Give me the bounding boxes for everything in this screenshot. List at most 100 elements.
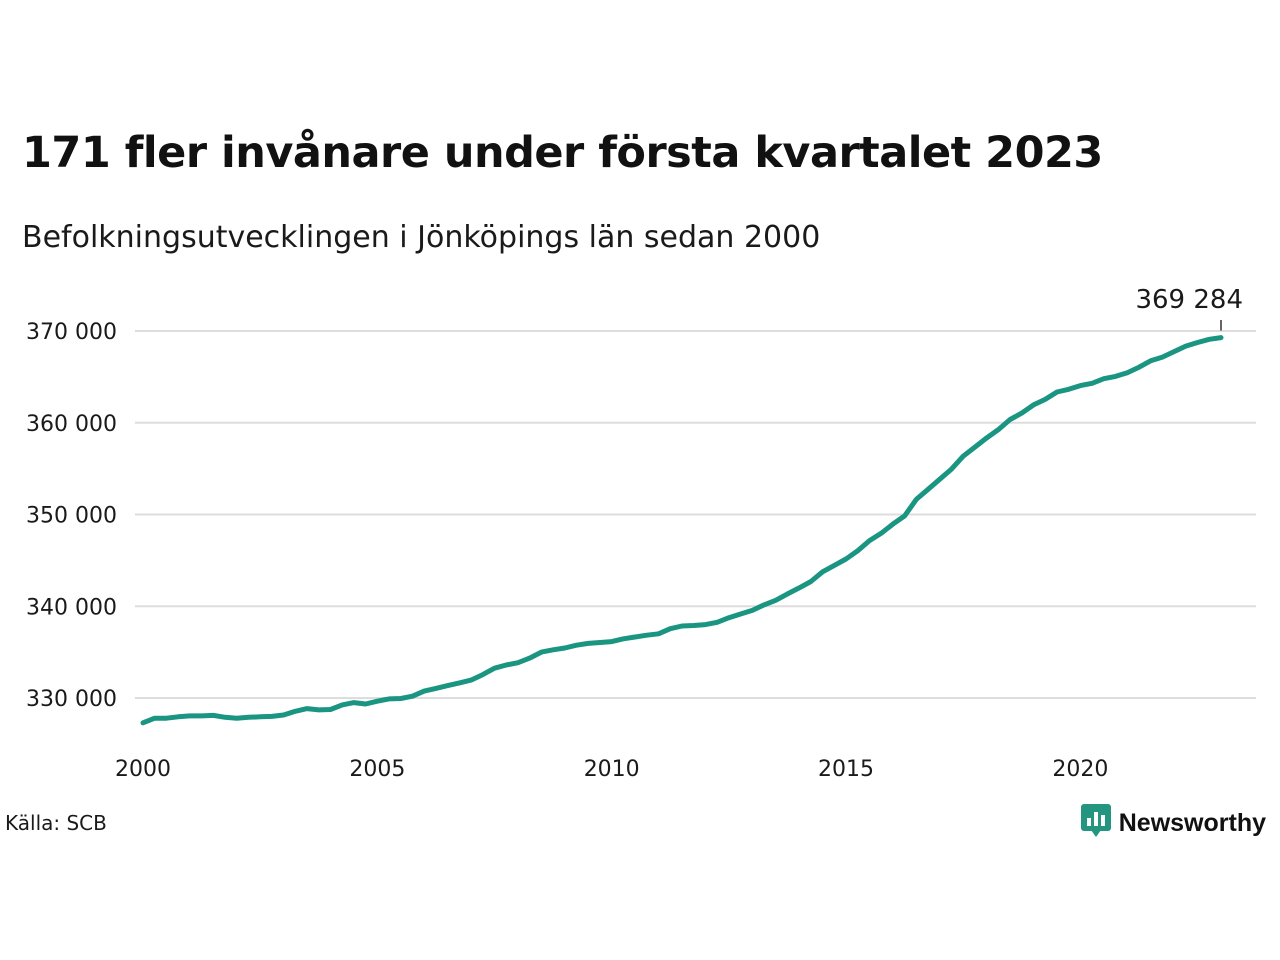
x-tick-label: 2000: [115, 757, 171, 782]
data-point: [281, 713, 286, 718]
data-point: [398, 696, 403, 701]
y-tick-label: 340 000: [26, 595, 117, 620]
data-point: [867, 538, 872, 543]
y-tick-label: 350 000: [26, 504, 117, 529]
data-point: [504, 663, 509, 668]
data-point: [961, 454, 966, 459]
bar-chart-speech-bubble-icon: [1080, 804, 1111, 842]
data-point: [316, 707, 321, 712]
data-point: [914, 497, 919, 502]
x-tick-label: 2015: [818, 757, 874, 782]
data-point: [832, 563, 837, 568]
data-point: [633, 635, 638, 640]
data-point: [457, 680, 462, 685]
y-tick-label: 360 000: [26, 412, 117, 437]
data-point: [234, 716, 239, 721]
x-tick-label: 2010: [584, 757, 640, 782]
data-point: [223, 715, 228, 720]
data-point: [668, 626, 673, 631]
data-point: [246, 715, 251, 720]
data-point: [176, 714, 181, 719]
end-value-label: 369 284: [1135, 285, 1243, 315]
data-point: [1125, 370, 1130, 375]
data-point: [820, 569, 825, 574]
data-point: [539, 650, 544, 655]
annotation-layer: 369 284: [1135, 285, 1243, 331]
data-point: [527, 656, 532, 661]
data-point: [211, 713, 216, 718]
data-point: [844, 557, 849, 562]
data-point: [469, 678, 474, 683]
data-point: [164, 716, 169, 721]
data-point: [1195, 340, 1200, 345]
x-tick-label: 2005: [349, 757, 405, 782]
data-point: [762, 602, 767, 607]
data-point: [890, 522, 895, 527]
gridlines: [135, 330, 1256, 699]
data-point: [609, 639, 614, 644]
data-point: [656, 631, 661, 636]
data-point: [141, 720, 146, 725]
data-point: [551, 647, 556, 652]
data-point: [1207, 337, 1212, 342]
data-point: [949, 467, 954, 472]
newsworthy-logo: Newsworthy: [1080, 804, 1266, 842]
data-point: [1148, 358, 1153, 363]
data-point: [269, 714, 274, 719]
data-point: [621, 636, 626, 641]
data-point: [598, 640, 603, 645]
data-point: [422, 689, 427, 694]
data-point: [410, 694, 415, 699]
data-point: [1183, 344, 1188, 349]
data-point: [305, 706, 310, 711]
data-point: [680, 624, 685, 629]
data-point: [375, 699, 380, 704]
data-point: [738, 612, 743, 617]
data-point: [715, 620, 720, 625]
data-point: [1078, 383, 1083, 388]
data-point: [937, 477, 942, 482]
data-point: [340, 702, 345, 707]
data-point: [703, 622, 708, 627]
data-point: [1055, 390, 1060, 395]
y-axis-tick-labels: 330 000 340 000 350 000 360 000 370 000: [26, 320, 117, 712]
data-point: [984, 435, 989, 440]
data-point: [199, 713, 204, 718]
data-point: [1019, 411, 1024, 416]
x-axis-tick-labels: 2000 2005 2010 2015 2020: [115, 757, 1108, 782]
y-tick-label: 330 000: [26, 687, 117, 712]
data-point: [972, 445, 977, 450]
series-layer: [140, 335, 1224, 726]
data-point: [258, 714, 263, 719]
data-point: [586, 641, 591, 646]
data-point: [855, 548, 860, 553]
data-point: [562, 646, 567, 651]
data-point: [516, 660, 521, 665]
x-tick-label: 2020: [1052, 757, 1108, 782]
data-point: [492, 666, 497, 671]
data-point: [351, 700, 356, 705]
data-point: [996, 427, 1001, 432]
data-point: [328, 707, 333, 712]
data-point: [773, 598, 778, 603]
data-point: [1043, 397, 1048, 402]
data-point: [785, 591, 790, 596]
data-point: [1172, 349, 1177, 354]
data-point: [1008, 417, 1013, 422]
data-point: [187, 713, 192, 718]
data-point: [363, 702, 368, 707]
data-point: [293, 709, 298, 714]
data-point: [797, 585, 802, 590]
data-point: [387, 696, 392, 701]
series-line: [140, 335, 1224, 726]
data-point: [1137, 365, 1142, 370]
data-point: [1160, 355, 1165, 360]
data-point: [808, 579, 813, 584]
data-point: [433, 686, 438, 691]
data-point: [726, 615, 731, 620]
data-point: [1113, 374, 1118, 379]
y-tick-label: 370 000: [26, 320, 117, 345]
data-point: [750, 608, 755, 613]
data-point: [1066, 387, 1071, 392]
